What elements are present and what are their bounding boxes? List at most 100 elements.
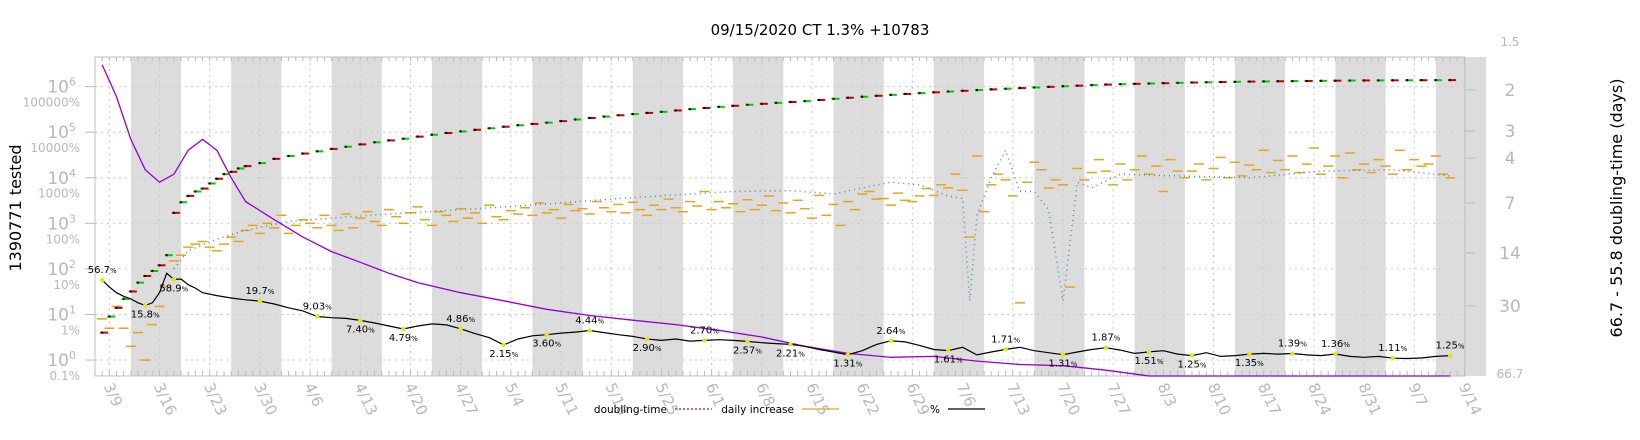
tested-dot: [1434, 78, 1437, 82]
tested-dot: [258, 161, 262, 165]
percent-marker: [946, 348, 951, 353]
tested-dot: [222, 172, 226, 176]
tested-dot: [373, 141, 376, 144]
tested-dot: [473, 128, 477, 131]
percent-label: 2.21%: [776, 348, 805, 359]
right-tick-label: 1.5: [1500, 35, 1519, 49]
percent-label: 4.44%: [575, 316, 604, 327]
tested-dot: [151, 269, 154, 273]
tested-dot: [1448, 78, 1452, 82]
left-percent-tick-label: 1000%: [38, 187, 80, 201]
percent-marker: [99, 277, 105, 283]
x-tick-label: 3/30: [250, 380, 281, 418]
tested-dot: [230, 170, 233, 174]
tested-dot: [108, 315, 111, 318]
shade-band: [231, 57, 282, 376]
x-tick-label: 5/4: [501, 380, 528, 409]
percent-label: 15.8%: [131, 309, 160, 320]
tested-dot: [1291, 79, 1294, 83]
percent-marker: [544, 332, 549, 337]
tested-dot: [918, 91, 921, 95]
tested-dot: [1176, 81, 1179, 85]
tested-dot: [115, 306, 118, 310]
x-tick-label: 4/27: [451, 380, 482, 418]
tested-dot: [1362, 79, 1366, 82]
percent-label: 2.15%: [489, 349, 518, 360]
right-tick-label: 7: [1505, 194, 1516, 214]
tested-dot: [1162, 81, 1165, 85]
percent-marker: [1290, 351, 1295, 356]
left-count-tick-label: 102: [47, 258, 76, 280]
shade-band: [933, 57, 985, 376]
tested-dot: [1018, 86, 1022, 90]
percent-marker: [1333, 351, 1338, 357]
left-percent-tick-label: 100000%: [23, 96, 80, 110]
left-percent-tick-label: 100%: [46, 232, 80, 246]
left-axis-title: 1390771 tested: [6, 144, 25, 271]
percent-label: 1.11%: [1378, 343, 1407, 354]
percent-label: 1.51%: [1135, 356, 1164, 367]
tested-dot: [1004, 87, 1007, 90]
left-count-tick-label: 106: [47, 76, 76, 98]
percent-marker: [1189, 353, 1195, 358]
tested-dot: [430, 133, 434, 136]
left-percent-tick-label: 10%: [53, 278, 80, 292]
tested-dot: [803, 99, 807, 103]
tested-dot: [545, 121, 548, 124]
tested-dot: [975, 88, 979, 92]
tested-dot: [136, 281, 140, 284]
tested-dot: [688, 107, 692, 111]
percent-line: [101, 272, 1451, 360]
tested-dot: [194, 190, 197, 193]
tested-dot: [100, 331, 104, 334]
legend: doubling-time daily increase%: [594, 404, 985, 416]
tested-dot: [402, 137, 405, 140]
daily-increase-series: [97, 147, 1456, 361]
x-tick-label: 8/3: [1154, 380, 1181, 409]
percent-marker: [1390, 355, 1395, 361]
tested-dot: [416, 135, 419, 138]
tested-dot: [932, 91, 936, 94]
x-tick-label: 5/11: [551, 380, 582, 418]
percent-marker: [1060, 352, 1066, 357]
left-y-axis: 100 101 102 103 104 105 106 0.1% 1% 10% 100% 1000% 1…: [23, 76, 95, 383]
shade-band: [632, 57, 683, 376]
tested-dot: [244, 164, 247, 168]
tested-dot: [287, 154, 290, 158]
tested-dot: [1305, 79, 1308, 83]
tested-dot: [1047, 85, 1050, 89]
percent-marker: [1003, 347, 1008, 352]
left-percent-tick-label: 1%: [61, 323, 80, 337]
x-tick-label: 6/29: [903, 380, 934, 418]
percent-label: 2.57%: [733, 345, 762, 356]
left-percent-tick-label: 0.1%: [50, 369, 81, 383]
tested-dot: [832, 97, 835, 101]
shade-band: [130, 57, 182, 376]
tested-dot: [1033, 86, 1036, 89]
tested-dot: [387, 139, 391, 142]
tested-dot: [731, 104, 735, 107]
x-tick-label: 3/16: [150, 380, 181, 418]
percent-marker: [587, 328, 592, 333]
x-tick-label: 7/13: [1003, 380, 1034, 418]
x-tick-label: 3/23: [200, 380, 231, 418]
tested-dot: [947, 90, 950, 93]
plot-border: [94, 56, 1466, 377]
percent-label: 9.03%: [303, 301, 332, 312]
tested-dot: [273, 157, 276, 161]
tested-dot: [459, 130, 462, 133]
tested-dot: [1219, 80, 1222, 84]
percent-marker: [315, 314, 320, 319]
tested-dot: [179, 201, 183, 204]
percent-label: 2.70%: [690, 325, 719, 336]
percent-marker: [142, 303, 148, 308]
tested-dot: [746, 103, 749, 106]
tested-dot: [1090, 83, 1093, 87]
legend-label: daily increase: [721, 404, 794, 416]
x-tick-label: 4/6: [300, 380, 327, 409]
tested-dot: [1391, 79, 1394, 82]
shade-band: [1034, 57, 1085, 376]
tested-dot: [316, 150, 319, 153]
left-percent-tick-label: 10000%: [30, 141, 80, 155]
tested-dot: [201, 187, 204, 190]
